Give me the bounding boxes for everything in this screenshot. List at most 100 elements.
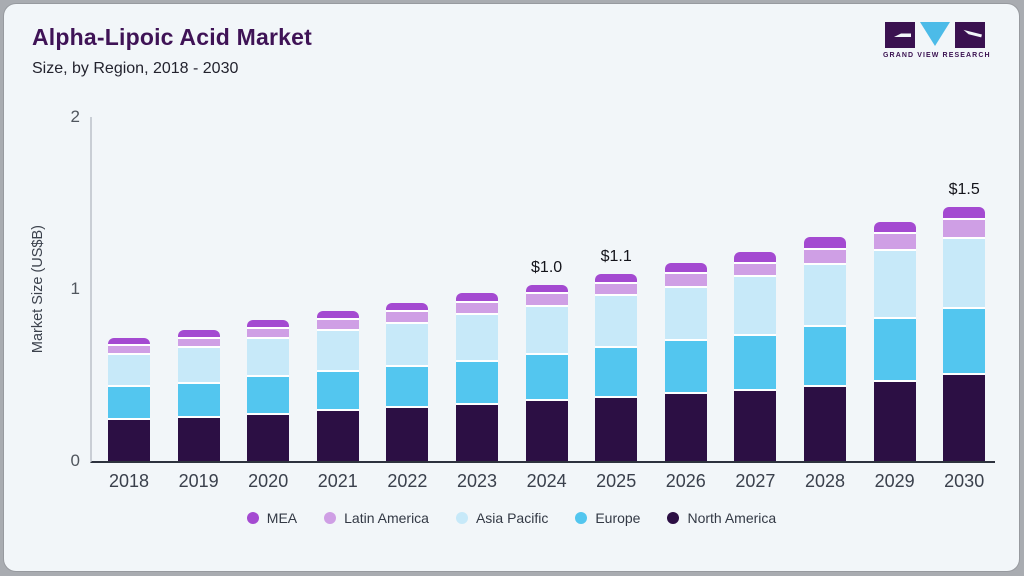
bar-2021-segment-europe xyxy=(316,369,359,410)
bar-2028-segment-mea xyxy=(804,237,846,248)
bar-2025 xyxy=(595,273,638,461)
bar-2022 xyxy=(386,302,429,461)
bar-2018-segment-mea xyxy=(108,338,150,345)
bar-value-label-2025: $1.1 xyxy=(600,247,632,265)
x-label-2030: 2030 xyxy=(944,471,985,491)
chart-card: Alpha-Lipoic Acid Market Size, by Region… xyxy=(4,4,1019,571)
bar-2026 xyxy=(664,263,707,461)
bar-2028-segment-europe xyxy=(804,325,846,386)
bar-2030-segment-mea xyxy=(943,207,986,218)
bar-chart-plot: 0 1 2 2018 2019 2020 2021 2022 2023 $1.0 2024 $1.1 2… xyxy=(71,107,995,491)
bar-2020-segment-asia-pacific xyxy=(247,337,290,376)
bar-2029-segment-latin-america xyxy=(873,232,916,250)
bar-2023-segment-north-america xyxy=(456,402,498,461)
bar-2024-segment-latin-america xyxy=(525,292,568,305)
page-subtitle: Size, by Region, 2018 - 2030 xyxy=(32,60,239,77)
bar-2026-segment-latin-america xyxy=(664,271,707,286)
bar-2029-segment-europe xyxy=(873,316,916,381)
legend-dot-mea xyxy=(246,512,259,524)
x-label-2027: 2027 xyxy=(735,471,776,491)
x-label-2018: 2018 xyxy=(108,471,150,491)
legend-item-latin-america: Latin America xyxy=(324,510,429,526)
bar-2025-segment-latin-america xyxy=(595,282,638,295)
bar-2019-segment-europe xyxy=(177,381,220,417)
y-tick-1: 1 xyxy=(70,279,80,298)
bar-2018-segment-latin-america xyxy=(108,344,150,353)
x-label-2024: 2024 xyxy=(526,471,567,491)
gvr-logo: GRAND VIEW RESEARCH xyxy=(883,20,990,59)
bar-2021-segment-asia-pacific xyxy=(316,328,359,370)
bar-2026-segment-mea xyxy=(664,263,707,272)
bar-value-label-2030: $1.5 xyxy=(948,181,980,199)
bar-2023 xyxy=(456,293,498,461)
bar-2020-segment-europe xyxy=(247,375,290,413)
gvr-logo-icon xyxy=(885,22,985,48)
bar-2020-segment-north-america xyxy=(247,412,290,461)
bar-2028-segment-asia-pacific xyxy=(804,263,846,326)
bar-2022-segment-latin-america xyxy=(386,309,429,322)
bar-2020-segment-mea xyxy=(247,320,290,327)
legend-dot-north-america xyxy=(667,512,680,524)
bar-2029 xyxy=(873,221,916,461)
legend-label-mea: MEA xyxy=(266,510,298,526)
bar-2027-segment-mea xyxy=(734,252,777,262)
bar-2027-segment-latin-america xyxy=(734,261,777,276)
bar-2019-segment-mea xyxy=(177,330,220,338)
x-label-2021: 2021 xyxy=(317,471,358,491)
legend-label-europe: Europe xyxy=(595,510,641,526)
bar-2023-segment-latin-america xyxy=(456,301,498,314)
x-label-2028: 2028 xyxy=(804,471,846,491)
legend-dot-europe xyxy=(575,512,588,524)
bar-2024-segment-europe xyxy=(525,352,568,400)
bar-2024-segment-asia-pacific xyxy=(525,304,568,353)
bar-2019-segment-north-america xyxy=(177,416,220,461)
bar-2025-segment-north-america xyxy=(595,395,638,461)
legend-label-latin-america: Latin America xyxy=(344,510,429,526)
bar-2029-segment-asia-pacific xyxy=(873,249,916,317)
legend-dot-latin-america xyxy=(324,512,337,524)
x-label-2023: 2023 xyxy=(456,471,498,491)
bar-2030-segment-asia-pacific xyxy=(943,236,986,308)
y-tick-2: 2 xyxy=(70,107,80,126)
legend-label-asia-pacific: Asia Pacific xyxy=(475,510,549,526)
legend-item-asia-pacific: Asia Pacific xyxy=(455,510,549,526)
bar-2024 xyxy=(525,284,568,461)
bar-2021-segment-mea xyxy=(316,311,359,319)
bar-2029-segment-north-america xyxy=(873,380,916,461)
bar-2025-segment-mea xyxy=(595,273,638,283)
bar-2027 xyxy=(734,252,777,461)
bar-2022-segment-north-america xyxy=(386,405,429,461)
bar-2018 xyxy=(108,338,150,461)
x-label-2019: 2019 xyxy=(178,471,219,491)
bar-2027-segment-europe xyxy=(734,333,777,389)
legend-item-north-america: North America xyxy=(667,510,776,526)
bar-2018-segment-asia-pacific xyxy=(108,352,150,386)
bar-2018-segment-europe xyxy=(108,385,150,418)
bar-2024-segment-mea xyxy=(525,284,568,293)
bar-2023-segment-europe xyxy=(456,359,498,403)
bar-2021 xyxy=(316,311,359,461)
bar-2024-segment-north-america xyxy=(525,399,568,461)
bar-2026-segment-north-america xyxy=(664,392,707,461)
bar-2029-segment-mea xyxy=(873,221,916,233)
y-tick-0: 0 xyxy=(70,451,80,470)
y-axis-title-wrap: Market Size (US$B) xyxy=(28,117,48,461)
bar-2021-segment-north-america xyxy=(316,409,359,461)
bar-2025-segment-europe xyxy=(595,345,638,396)
bar-2027-segment-asia-pacific xyxy=(734,275,777,334)
bar-2020-segment-latin-america xyxy=(247,326,290,338)
bar-2028-segment-north-america xyxy=(804,385,846,461)
bar-2019-segment-asia-pacific xyxy=(177,345,220,382)
bar-2019-segment-latin-america xyxy=(177,337,220,346)
bar-2027-segment-north-america xyxy=(734,388,777,461)
legend-label-north-america: North America xyxy=(687,510,777,526)
bar-2022-segment-asia-pacific xyxy=(386,321,429,365)
x-label-2022: 2022 xyxy=(387,471,428,491)
bar-2030-segment-europe xyxy=(943,307,986,374)
legend-item-mea: MEA xyxy=(246,510,298,526)
bar-2030-segment-latin-america xyxy=(943,217,986,237)
bar-2019 xyxy=(177,330,220,461)
bar-2021-segment-latin-america xyxy=(316,318,359,329)
bar-2023-segment-mea xyxy=(456,293,498,302)
bar-2020 xyxy=(247,320,290,461)
